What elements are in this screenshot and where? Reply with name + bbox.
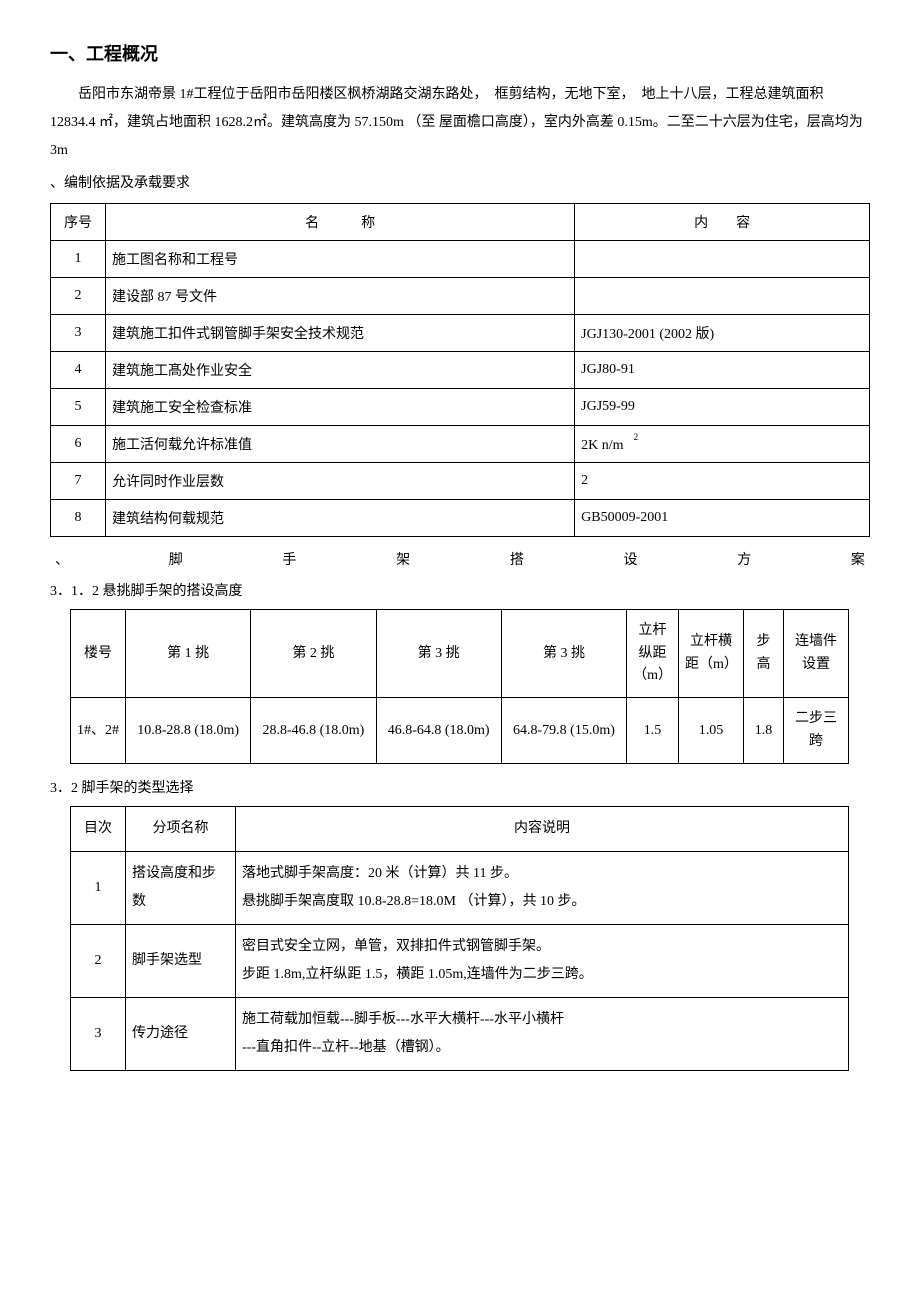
cell-content: 2K n/m2 — [575, 426, 870, 463]
cell-name: 建设部 87 号文件 — [106, 278, 575, 315]
table-row: 3传力途径施工荷载加恒载---脚手板---水平大横杆---水平小横杆 ---直角… — [71, 998, 849, 1071]
cell-item-name: 脚手架选型 — [126, 925, 236, 998]
col-pick3: 第 3 挑 — [376, 610, 501, 698]
heading-char: 手 — [282, 549, 296, 569]
cell-seq: 2 — [51, 278, 106, 315]
table-row: 5建筑施工安全检查标准JGJ59-99 — [51, 389, 870, 426]
basis-heading: 、编制依据及承载要求 — [50, 170, 870, 198]
table-row: 3建筑施工扣件式钢管脚手架安全技术规范JGJ130-2001 (2002 版) — [51, 315, 870, 352]
cell-name: 建筑施工髙处作业安全 — [106, 352, 575, 389]
cell-vdist: 1.5 — [627, 698, 679, 764]
col-step: 步高 — [744, 610, 784, 698]
cell-content: JGJ80-91 — [575, 352, 870, 389]
cell-seq: 7 — [51, 463, 106, 500]
basis-table: 序号 名 称 内 容 1施工图名称和工程号2建设部 87 号文件3建筑施工扣件式… — [50, 203, 870, 537]
cell-content — [575, 241, 870, 278]
col-name: 名 称 — [106, 204, 575, 241]
col-seq: 序号 — [51, 204, 106, 241]
scheme-heading: 、 脚 手 架 搭 设 方 案 — [50, 549, 870, 569]
heading-char: 搭 — [510, 549, 524, 569]
col-bldg: 楼号 — [71, 610, 126, 698]
cell-item-desc: 落地式脚手架高度：20 米（计算）共 11 步。 悬挑脚手架高度取 10.8-2… — [236, 852, 849, 925]
cell-name: 施工图名称和工程号 — [106, 241, 575, 278]
cell-bldg: 1#、2# — [71, 698, 126, 764]
cell-pick3b: 64.8-79.8 (15.0m) — [501, 698, 626, 764]
cell-item-name: 搭设高度和步数 — [126, 852, 236, 925]
col-pick1: 第 1 挑 — [126, 610, 251, 698]
col-vdist: 立杆纵距（m） — [627, 610, 679, 698]
cell-step: 1.8 — [744, 698, 784, 764]
cell-item-desc: 密目式安全立网，单管，双排扣件式钢管脚手架。 步距 1.8m,立杆纵距 1.5，… — [236, 925, 849, 998]
cell-content: 2 — [575, 463, 870, 500]
table-row: 1#、2# 10.8-28.8 (18.0m) 28.8-46.8 (18.0m… — [71, 698, 849, 764]
cell-seq: 1 — [51, 241, 106, 278]
cell-item-name: 传力途径 — [126, 998, 236, 1071]
col-item-seq: 目次 — [71, 807, 126, 852]
overview-paragraph: 岳阳市东湖帝景 1#工程位于岳阳市岳阳楼区枫桥湖路交湖东路处， 框剪结构，无地下… — [50, 81, 870, 165]
table-row: 8建筑结构何载规范GB50009-2001 — [51, 500, 870, 537]
table-row: 1搭设高度和步数落地式脚手架高度：20 米（计算）共 11 步。 悬挑脚手架高度… — [71, 852, 849, 925]
col-pick2: 第 2 挑 — [251, 610, 376, 698]
table-header-row: 序号 名 称 内 容 — [51, 204, 870, 241]
col-hdist: 立杆横距（m） — [679, 610, 744, 698]
cell-content — [575, 278, 870, 315]
heading-char: 脚 — [169, 549, 183, 569]
table-header-row: 目次 分项名称 内容说明 — [71, 807, 849, 852]
cell-item-seq: 1 — [71, 852, 126, 925]
cell-pick1: 10.8-28.8 (18.0m) — [126, 698, 251, 764]
cell-name: 建筑施工扣件式钢管脚手架安全技术规范 — [106, 315, 575, 352]
section-1-title: 一、工程概况 — [50, 40, 870, 66]
height-table: 楼号 第 1 挑 第 2 挑 第 3 挑 第 3 挑 立杆纵距（m） 立杆横距（… — [70, 609, 849, 764]
cell-tie: 二步三跨 — [784, 698, 849, 764]
type-table: 目次 分项名称 内容说明 1搭设高度和步数落地式脚手架高度：20 米（计算）共 … — [70, 806, 849, 1071]
table-header-row: 楼号 第 1 挑 第 2 挑 第 3 挑 第 3 挑 立杆纵距（m） 立杆横距（… — [71, 610, 849, 698]
cell-name: 建筑施工安全检查标准 — [106, 389, 575, 426]
table-row: 7允许同时作业层数2 — [51, 463, 870, 500]
heading-char: 方 — [737, 549, 751, 569]
heading-char: 架 — [396, 549, 410, 569]
col-tie: 连墙件设置 — [784, 610, 849, 698]
cell-pick3: 46.8-64.8 (18.0m) — [376, 698, 501, 764]
table-row: 1施工图名称和工程号 — [51, 241, 870, 278]
cell-content: GB50009-2001 — [575, 500, 870, 537]
cell-hdist: 1.05 — [679, 698, 744, 764]
cell-content: JGJ130-2001 (2002 版) — [575, 315, 870, 352]
cell-pick2: 28.8-46.8 (18.0m) — [251, 698, 376, 764]
table-row: 6施工活何载允许标准值2K n/m2 — [51, 426, 870, 463]
cell-name: 允许同时作业层数 — [106, 463, 575, 500]
height-subheading: 3．1．2 悬挑脚手架的搭设高度 — [50, 579, 870, 604]
type-subheading: 3．2 脚手架的类型选择 — [50, 776, 870, 801]
heading-char: 设 — [624, 549, 638, 569]
heading-char: 、 — [55, 549, 69, 569]
table-row: 2建设部 87 号文件 — [51, 278, 870, 315]
cell-item-desc: 施工荷载加恒载---脚手板---水平大横杆---水平小横杆 ---直角扣件--立… — [236, 998, 849, 1071]
cell-seq: 4 — [51, 352, 106, 389]
col-item-name: 分项名称 — [126, 807, 236, 852]
table-row: 4建筑施工髙处作业安全JGJ80-91 — [51, 352, 870, 389]
cell-seq: 5 — [51, 389, 106, 426]
cell-content: JGJ59-99 — [575, 389, 870, 426]
heading-char: 案 — [851, 549, 865, 569]
col-content: 内 容 — [575, 204, 870, 241]
cell-seq: 8 — [51, 500, 106, 537]
cell-name: 施工活何载允许标准值 — [106, 426, 575, 463]
col-pick3b: 第 3 挑 — [501, 610, 626, 698]
cell-item-seq: 3 — [71, 998, 126, 1071]
table-row: 2脚手架选型密目式安全立网，单管，双排扣件式钢管脚手架。 步距 1.8m,立杆纵… — [71, 925, 849, 998]
cell-name: 建筑结构何载规范 — [106, 500, 575, 537]
cell-seq: 6 — [51, 426, 106, 463]
col-item-desc: 内容说明 — [236, 807, 849, 852]
cell-item-seq: 2 — [71, 925, 126, 998]
cell-seq: 3 — [51, 315, 106, 352]
